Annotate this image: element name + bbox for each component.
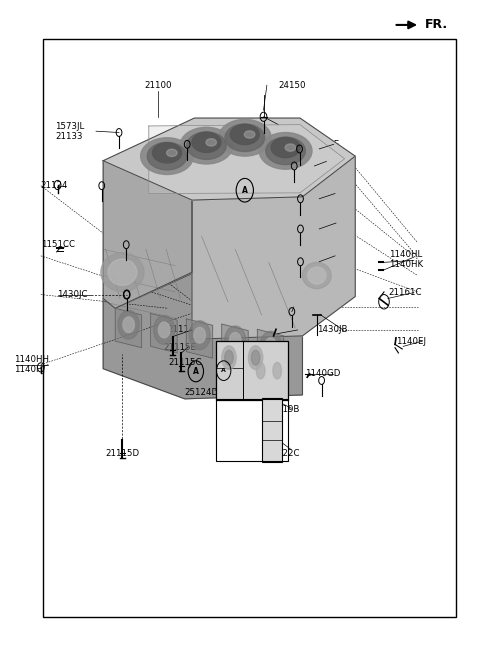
Polygon shape xyxy=(103,161,192,308)
Circle shape xyxy=(123,317,134,333)
Circle shape xyxy=(229,333,241,348)
Circle shape xyxy=(225,326,246,355)
Ellipse shape xyxy=(252,350,260,365)
Text: 21522C: 21522C xyxy=(266,449,300,459)
Bar xyxy=(43,39,456,617)
Ellipse shape xyxy=(225,124,264,152)
Polygon shape xyxy=(149,125,345,194)
Ellipse shape xyxy=(244,131,255,138)
Circle shape xyxy=(194,327,205,343)
Text: 1140EJ: 1140EJ xyxy=(396,337,426,346)
Text: 1151CC: 1151CC xyxy=(41,240,75,249)
Ellipse shape xyxy=(225,350,233,365)
Bar xyxy=(216,341,288,400)
Ellipse shape xyxy=(218,119,271,156)
Ellipse shape xyxy=(302,262,331,289)
Ellipse shape xyxy=(271,138,300,157)
Ellipse shape xyxy=(192,133,221,152)
Ellipse shape xyxy=(259,133,312,169)
Polygon shape xyxy=(103,118,355,200)
Ellipse shape xyxy=(147,142,187,170)
Text: 1430JC: 1430JC xyxy=(269,302,300,312)
Text: 1430JF: 1430JF xyxy=(173,131,202,140)
Circle shape xyxy=(154,316,175,344)
Text: 21115E: 21115E xyxy=(163,342,196,352)
Text: 1573GE: 1573GE xyxy=(305,140,339,149)
Ellipse shape xyxy=(249,346,263,369)
Ellipse shape xyxy=(206,138,216,146)
Text: 1430JF: 1430JF xyxy=(298,157,327,166)
Text: 1430JB: 1430JB xyxy=(317,325,348,335)
Polygon shape xyxy=(222,324,248,363)
Polygon shape xyxy=(257,329,284,369)
Polygon shape xyxy=(103,274,302,399)
Circle shape xyxy=(118,310,139,339)
Circle shape xyxy=(158,322,170,338)
Polygon shape xyxy=(186,319,213,358)
Text: 21115C: 21115C xyxy=(168,358,202,367)
Text: 1140GD: 1140GD xyxy=(305,369,340,379)
Text: 21115D: 21115D xyxy=(105,449,140,459)
Ellipse shape xyxy=(187,132,226,159)
Text: FR.: FR. xyxy=(425,18,448,31)
Polygon shape xyxy=(192,156,355,339)
Bar xyxy=(262,398,282,462)
Text: 21124: 21124 xyxy=(41,181,68,190)
Text: 25124D: 25124D xyxy=(185,388,219,397)
Ellipse shape xyxy=(273,362,281,379)
Text: 21161C: 21161C xyxy=(389,288,422,297)
Text: 24150: 24150 xyxy=(278,81,306,90)
Text: 1573JL
21133: 1573JL 21133 xyxy=(307,184,336,203)
Text: 1573JL
21133: 1573JL 21133 xyxy=(307,247,336,267)
Circle shape xyxy=(265,338,276,354)
Text: 1573JL
21133: 1573JL 21133 xyxy=(55,121,84,141)
Text: 1140HH
1140HJ: 1140HH 1140HJ xyxy=(14,355,49,375)
Ellipse shape xyxy=(230,125,259,144)
Text: 21114: 21114 xyxy=(167,325,194,335)
Text: A: A xyxy=(242,186,248,195)
Ellipse shape xyxy=(308,267,326,284)
Ellipse shape xyxy=(108,259,137,285)
Ellipse shape xyxy=(266,137,305,165)
Text: 1430JC: 1430JC xyxy=(57,290,87,299)
Circle shape xyxy=(189,321,210,350)
Polygon shape xyxy=(151,314,177,353)
Text: A: A xyxy=(221,368,226,373)
Text: 21119B: 21119B xyxy=(266,405,300,415)
Bar xyxy=(216,399,288,461)
Text: A: A xyxy=(193,367,199,376)
Text: 21100: 21100 xyxy=(144,81,172,90)
Ellipse shape xyxy=(285,144,296,152)
Ellipse shape xyxy=(167,149,177,157)
Circle shape xyxy=(260,331,281,360)
Ellipse shape xyxy=(256,362,265,379)
Ellipse shape xyxy=(153,143,181,163)
Ellipse shape xyxy=(141,138,193,174)
Ellipse shape xyxy=(101,253,144,292)
Text: 1430JC: 1430JC xyxy=(310,218,340,228)
Ellipse shape xyxy=(180,127,233,164)
Text: 1140HL
1140HK: 1140HL 1140HK xyxy=(389,249,423,269)
Ellipse shape xyxy=(222,346,236,369)
Text: 1573GE: 1573GE xyxy=(262,120,296,129)
Polygon shape xyxy=(115,308,142,348)
Text: 1140FN: 1140FN xyxy=(271,325,305,335)
